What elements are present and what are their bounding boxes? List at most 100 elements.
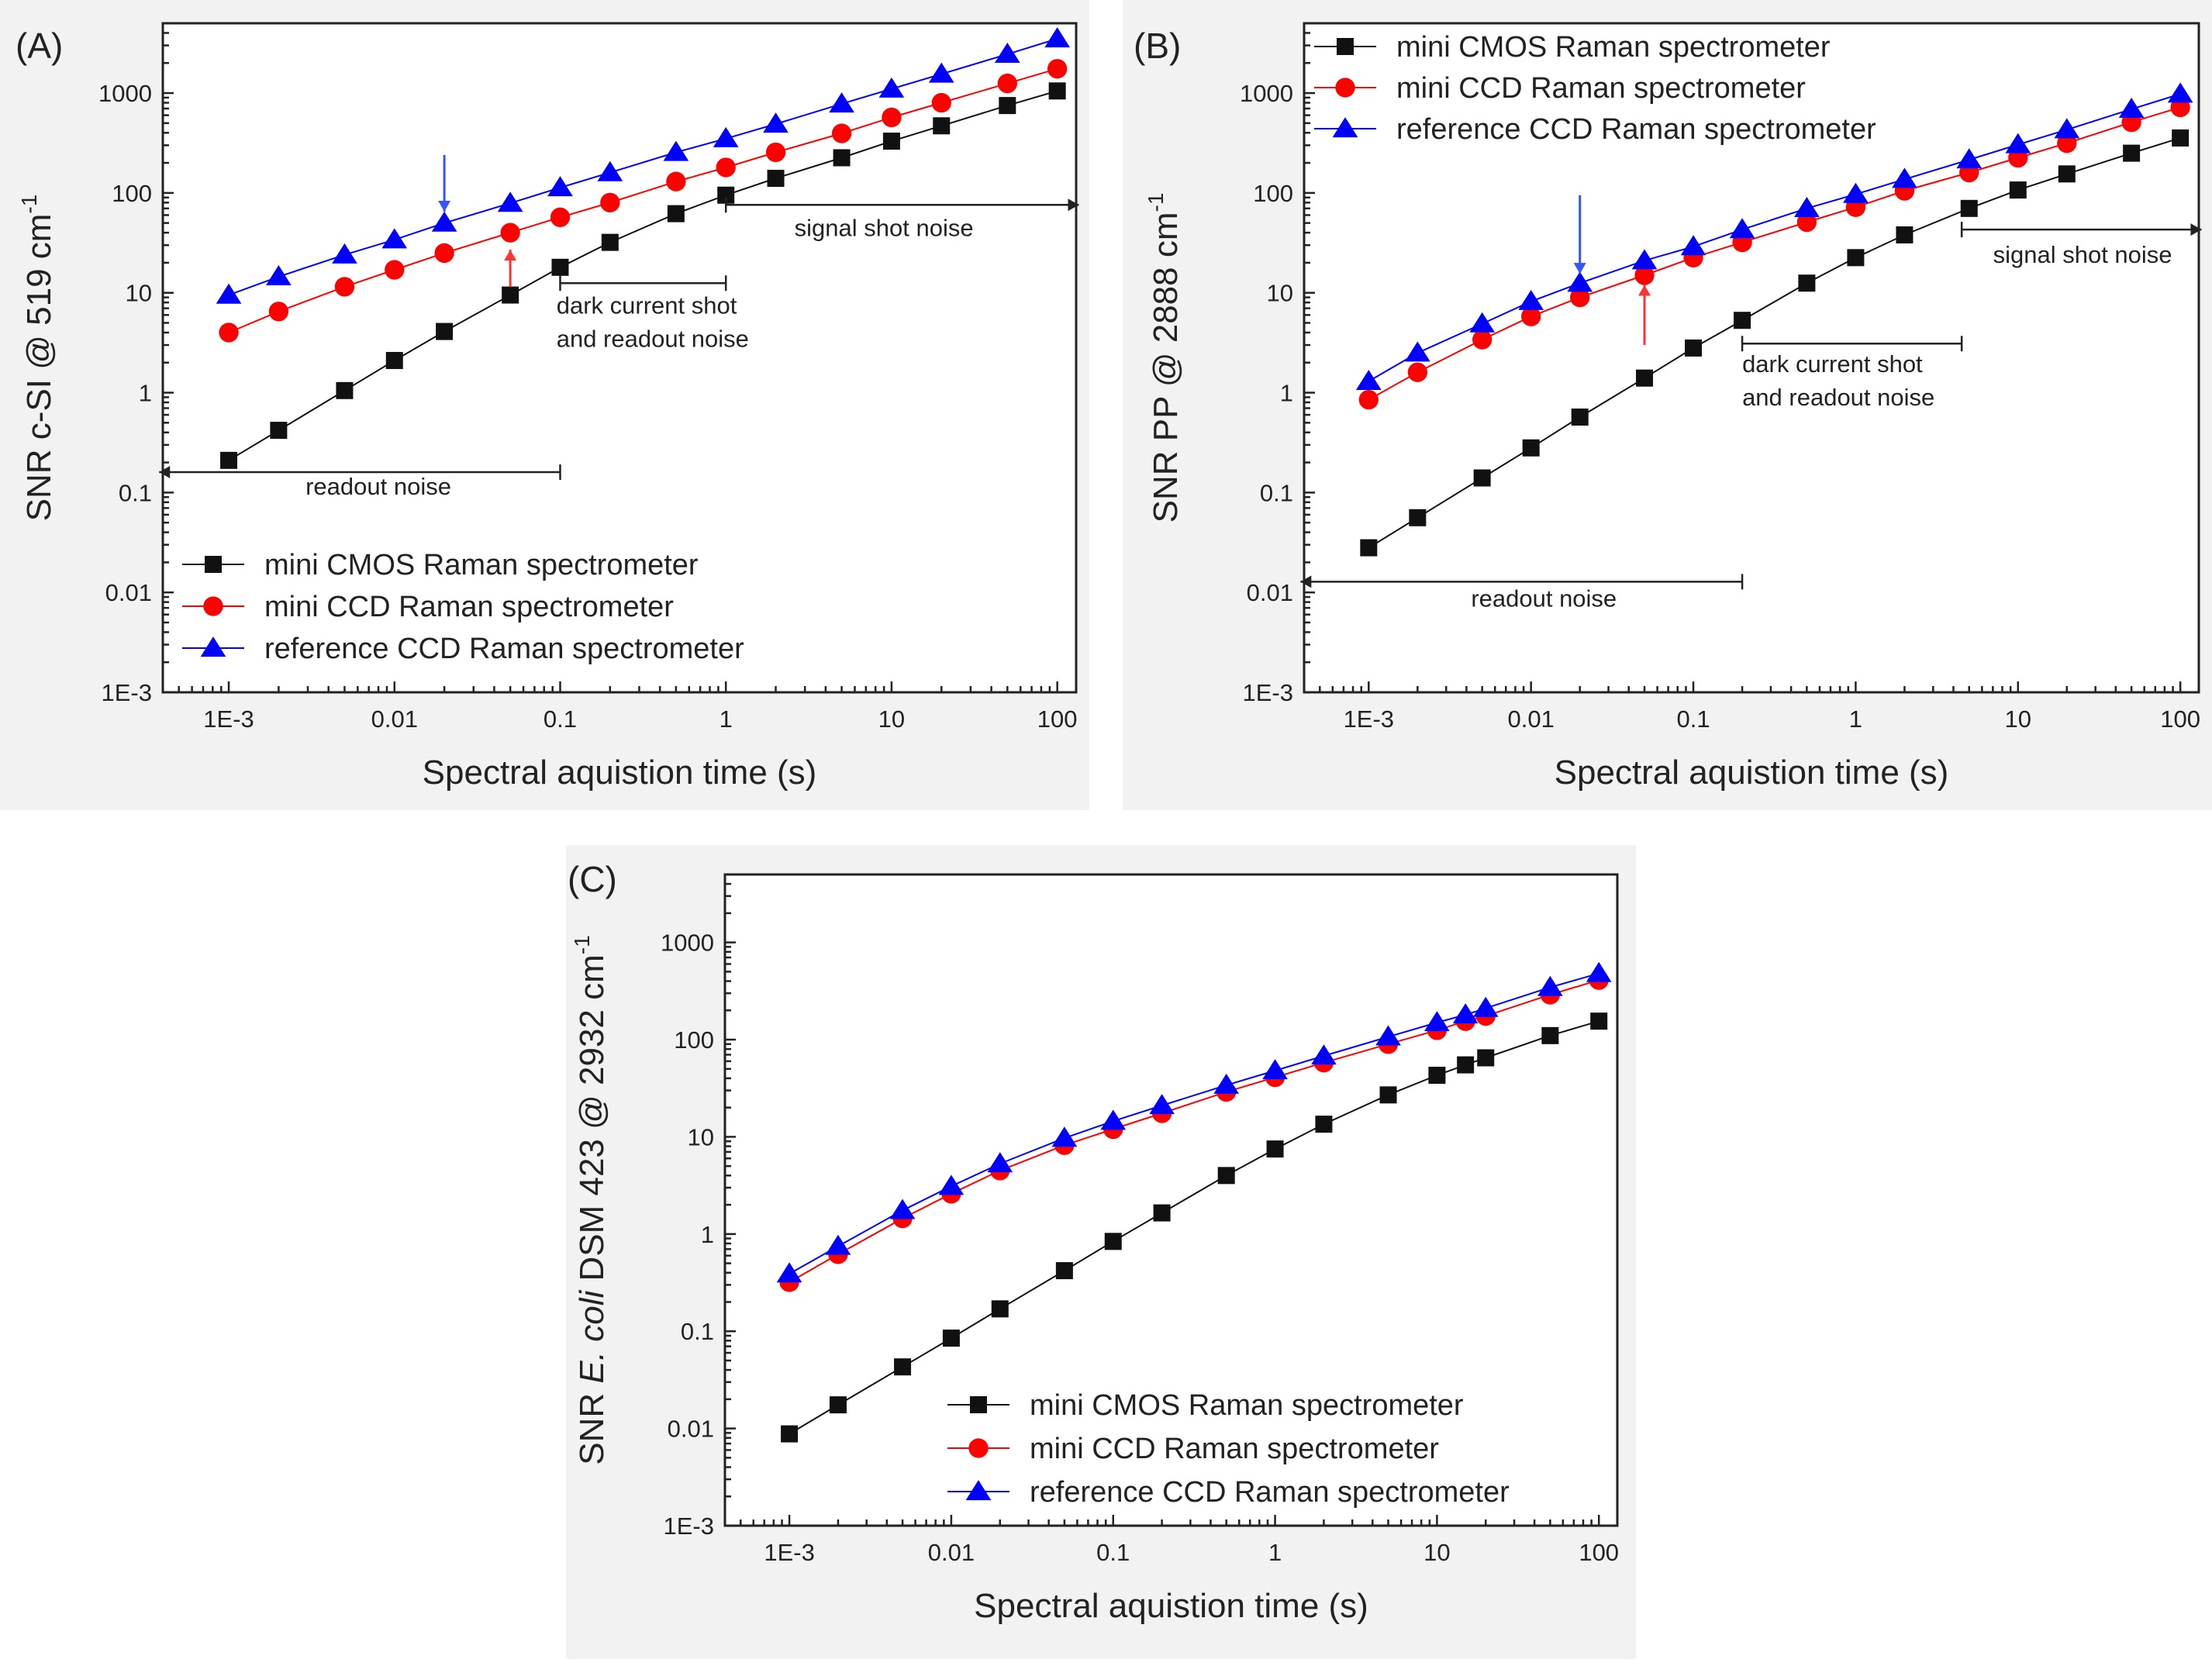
chart-c-y-tick-label: 1 — [701, 1221, 714, 1248]
chart-a-annotation — [504, 250, 517, 287]
chart-b-annotation — [1741, 336, 1963, 352]
chart-b-annotation: readout noise — [1471, 585, 1617, 612]
chart-a-data-point-ref — [763, 112, 789, 133]
chart-a-data-point-ccd — [831, 123, 852, 143]
chart-a-x-axis: 1E-3 0.01 0.1 1 10 100 — [161, 681, 1078, 733]
chart-c-x-tick-label: 100 — [1579, 1539, 1619, 1566]
chart-b-y-tick-label: 1 — [1280, 380, 1293, 407]
chart-a-x-tick-label: 0.1 — [544, 705, 577, 733]
chart-a-y-tick-label: 0.01 — [105, 579, 152, 606]
chart-a-data-point-ref — [547, 176, 573, 197]
chart-b-highlight-arrowhead — [1638, 285, 1651, 296]
chart-a-x-tick-label: 0.01 — [371, 705, 418, 733]
chart-a-annotation — [559, 275, 727, 291]
chart-b-data-point-ref — [1355, 369, 1382, 390]
chart-a-legend-marker-cmos — [205, 556, 222, 573]
chart-b-series-line-cmos — [1368, 137, 2181, 549]
chart-a-annotation-text: readout noise — [305, 473, 451, 500]
chart-a-annotation: dark current shot and readout noise — [557, 291, 749, 352]
chart-c-legend-marker-ccd — [968, 1438, 989, 1458]
chart-b-legend-label-cmos: mini CMOS Raman spectrometer — [1396, 31, 1831, 64]
chart-a-data-point-cmos — [833, 149, 851, 167]
chart-a-data-point-ref — [878, 77, 905, 98]
chart-a-series-line-ccd — [228, 67, 1058, 333]
chart-b-data-point-cmos — [2123, 144, 2141, 162]
chart-c-legend-marker-cmos — [970, 1396, 987, 1413]
chart-c-data-point-ref — [1262, 1059, 1288, 1080]
chart-b-series-line-ref — [1368, 93, 2181, 382]
chart-a-data-point-ref — [994, 43, 1020, 64]
chart-a-data-point-cmos — [667, 205, 685, 222]
chart-c-data-point-cmos — [991, 1300, 1009, 1318]
chart-b-data-point-cmos — [1571, 408, 1589, 426]
chart-b-y-axis-label: SNR PP @ 2888 cm-1 — [1144, 193, 1185, 523]
chart-b-legend-marker-cmos — [1337, 38, 1354, 55]
chart-a-data-point-ccd — [385, 260, 405, 280]
chart-a-data-point-ref — [928, 62, 954, 83]
chart-a-annotation: readout noise — [159, 464, 561, 500]
chart-c-data-point-cmos — [1428, 1066, 1446, 1084]
chart-a-data-point-cmos — [933, 117, 951, 135]
chart-a-data-point-ref — [216, 283, 242, 304]
chart-c-x-tick-label: 10 — [1423, 1539, 1450, 1566]
chart-c-y-axis-label: SNR E. coli DSM 423 @ 2932 cm-1 — [570, 935, 611, 1464]
chart-a-annotation-text: dark current shot — [557, 291, 737, 319]
chart-c-x-axis-label: Spectral aquistion time (s) — [974, 1587, 1368, 1625]
chart-a-data-point-ccd — [500, 222, 520, 243]
chart-a-data-point-cmos — [767, 170, 785, 188]
chart-b-annotation — [1573, 195, 1586, 274]
chart-a-data-point-ccd — [666, 171, 686, 191]
chart-b-panel-label: (B) — [1134, 26, 1181, 66]
chart-b-data-point-cmos — [1473, 469, 1491, 487]
chart-a-annotation — [438, 154, 451, 212]
chart-c-x-tick-label: 0.1 — [1096, 1539, 1130, 1566]
chart-b-annotation — [1960, 222, 2202, 238]
chart-c-data-point-ref — [1537, 975, 1563, 996]
chart-c-x-axis: 1E-3 0.01 0.1 1 10 100 — [723, 1515, 1619, 1566]
chart-b-data-point-ref — [1405, 341, 1430, 362]
chart-a-data-point-ref — [663, 140, 689, 161]
chart-a-highlight-arrowhead — [438, 200, 451, 212]
chart-c-y-tick-label: 1000 — [661, 930, 714, 957]
chart-a-y-axis-label: SNR c-SI @ 519 cm-1 — [17, 195, 58, 522]
chart-b-data-point-ref — [1892, 167, 1917, 188]
chart-c-y-tick-label: 0.01 — [668, 1416, 714, 1443]
chart-c-data-point-cmos — [1379, 1086, 1397, 1104]
chart-a-legend-label-ccd: mini CCD Raman spectrometer — [264, 591, 674, 623]
chart-a-data-point-ref — [1044, 27, 1070, 48]
chart-c-x-tick-label: 1E-3 — [764, 1539, 814, 1566]
chart-b-y-tick-label: 10 — [1267, 280, 1293, 307]
chart-b-annotation: dark current shot and readout noise — [1742, 350, 1934, 411]
chart-c-legend: mini CMOS Raman spectrometer mini CCD Ram… — [947, 1389, 1510, 1509]
chart-c-data-point-ref — [1100, 1109, 1127, 1130]
chart-a-legend-marker-ref — [200, 636, 226, 657]
chart-c-data-point-cmos — [1104, 1233, 1122, 1250]
chart-panel-c: (C) 1E-3 0.01 0.1 1 10 100 Spectral aquistion t… — [568, 859, 1619, 1625]
chart-a-data-point-cmos — [717, 186, 735, 204]
chart-b-legend-label-ref: reference CCD Raman spectrometer — [1396, 113, 1876, 146]
chart-c-y-tick-label: 1E-3 — [664, 1513, 714, 1540]
chart-b-data-point-ref — [2054, 118, 2080, 139]
chart-c-legend-label-cmos: mini CMOS Raman spectrometer — [1030, 1389, 1464, 1422]
chart-b-x-axis: 1E-3 0.01 0.1 1 10 100 — [1303, 681, 2200, 733]
chart-a-data-point-ref — [597, 160, 623, 181]
chart-a-y-axis: 1E-3 0.01 0.1 1 10 100 1000 — [98, 22, 174, 706]
chart-c-plot-frame — [723, 873, 1619, 1527]
chart-c-data-point-ref — [1472, 996, 1499, 1017]
chart-c-y-tick-label: 10 — [688, 1123, 714, 1150]
chart-b-data-point-cmos — [2058, 165, 2076, 183]
chart-a-legend-marker-ccd — [203, 596, 223, 616]
chart-b-data-point-ref — [2005, 133, 2031, 153]
chart-b-data-point-ref — [1729, 218, 1755, 239]
chart-b-series-line-ccd — [1368, 106, 2181, 401]
chart-panel-a: (A) 1E-3 0.01 0.1 1 10 100 Spectral aquistion t… — [16, 22, 1079, 792]
chart-a-annotation-text: and readout noise — [557, 325, 749, 352]
chart-c-data-point-cmos — [1266, 1140, 1284, 1158]
chart-b-data-point-ref — [2167, 82, 2193, 103]
chart-c-data-point-cmos — [1315, 1116, 1333, 1133]
chart-b-annotation-text: readout noise — [1471, 585, 1617, 612]
chart-a-series-line-ref — [228, 38, 1058, 296]
chart-c-series-ref — [776, 961, 1612, 1283]
chart-c-data-point-cmos — [1055, 1262, 1073, 1280]
chart-a-plot-frame — [161, 22, 1078, 694]
